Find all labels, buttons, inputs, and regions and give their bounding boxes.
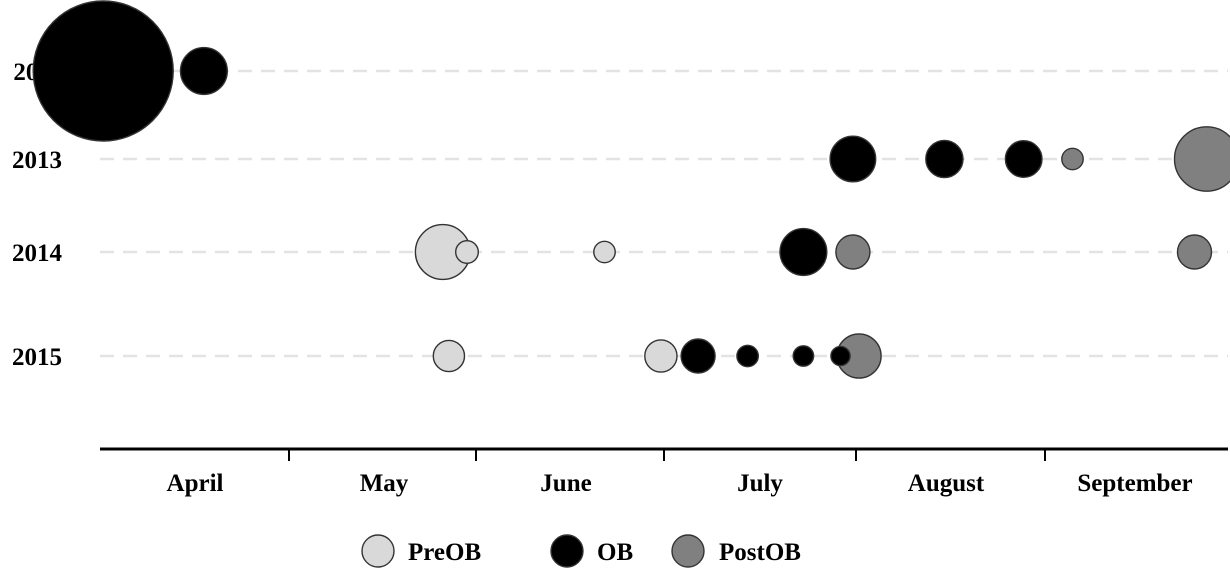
bubble-ob-2013-august-15: [925, 139, 964, 179]
bubble-ob-2011-april-1: [32, 0, 174, 142]
x-tick-label-june: June: [540, 470, 591, 497]
legend-label-postob: PostOB: [719, 539, 801, 566]
bubble-postob-2013-september-5: [1061, 147, 1084, 171]
legend-swatch-preob: [361, 534, 395, 568]
bubble-ob-2011-april-17: [179, 46, 228, 96]
legend: PreOB OB PostOB: [361, 534, 801, 568]
x-tick-label-april: April: [167, 470, 224, 497]
x-tick-label-august: August: [908, 470, 985, 497]
bubble-postob-2014-july-31: [835, 234, 871, 270]
x-axis: [100, 447, 1228, 461]
x-tick-label-may: May: [360, 470, 409, 497]
legend-item-preob: PreOB: [361, 534, 481, 568]
legend-swatch-ob: [550, 534, 584, 568]
legend-swatch-postob: [671, 534, 705, 568]
bubble-ob-2015-july-14: [736, 344, 759, 368]
bubbles: [32, 0, 1230, 379]
legend-item-ob: OB: [550, 534, 633, 568]
bubble-ob-2015-july-6: [680, 338, 716, 374]
bubble-preob-2014-may-30: [455, 239, 480, 264]
legend-item-postob: PostOB: [671, 534, 801, 568]
grid-lines: [100, 69, 1228, 358]
bubble-preob-2015-may-27: [432, 339, 466, 373]
bubble-ob-2015-july-23: [792, 345, 815, 367]
bubble-ob-2013-july-31: [829, 135, 877, 183]
bubble-postob-2014-september-25: [1176, 234, 1213, 270]
y-tick-label-2015: 2015: [12, 344, 62, 371]
bubble-preob-2015-june-30: [644, 339, 678, 373]
x-tick-label-july: July: [737, 470, 783, 497]
legend-label-preob: PreOB: [408, 539, 481, 566]
x-tick-label-september: September: [1077, 470, 1192, 497]
bubble-ob-2015-july-29: [830, 345, 851, 367]
y-tick-label-2013: 2013: [12, 147, 62, 174]
bubble-preob-2014-june-21: [593, 240, 616, 264]
y-tick-label-2014: 2014: [12, 240, 63, 267]
legend-label-ob: OB: [597, 539, 633, 566]
bubble-postob-2013-september-27: [1173, 126, 1230, 192]
bubble-ob-2013-august-28: [1004, 139, 1043, 178]
bubble-ob-2014-july-23: [779, 227, 828, 277]
x-axis-labels: April May June July August September: [167, 470, 1193, 497]
